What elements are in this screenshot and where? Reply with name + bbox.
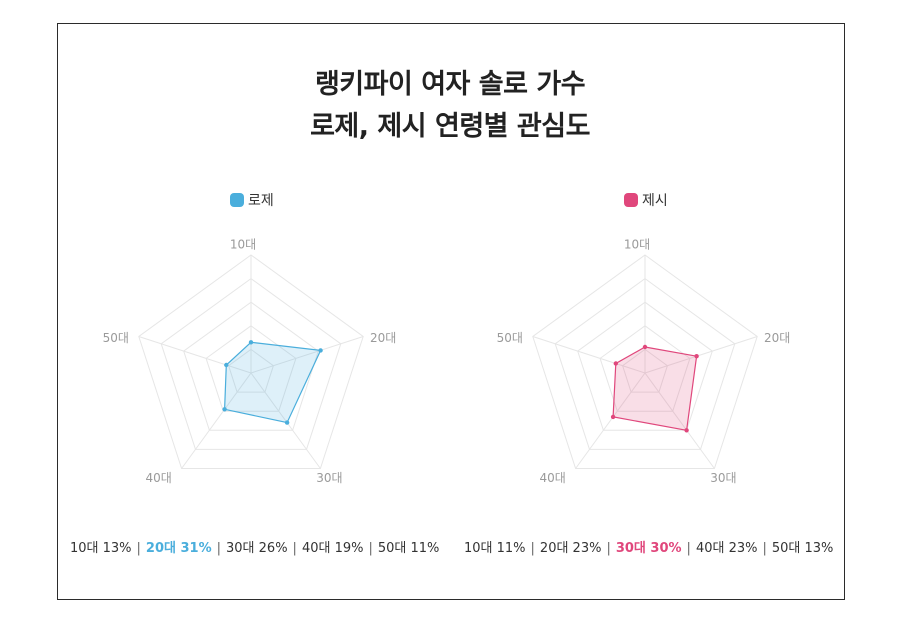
legend-swatch-rose [230, 193, 244, 207]
axis-label: 30대 [710, 471, 736, 485]
axis-label: 50대 [103, 331, 129, 345]
grid-ring [205, 325, 297, 412]
data-point [284, 420, 290, 425]
summary-separator: | [686, 541, 691, 556]
data-point [318, 348, 323, 353]
legend-swatch-jessi [624, 193, 638, 207]
axis-label: 10대 [624, 238, 650, 252]
summary-jessi: 10대 11% | 20대 23% | 30대 30% | 40대 23% | 50대 13% [464, 537, 833, 556]
legend-label-rose: 로제 [248, 193, 274, 209]
data-point [613, 361, 618, 366]
legend-label-jessi: 제시 [642, 193, 668, 209]
summary-separator: | [136, 541, 141, 556]
grid-spoke [532, 336, 646, 374]
grid-ring [160, 277, 342, 450]
summary-item: 50대 11% [377, 541, 440, 556]
grid-spoke [181, 372, 252, 469]
axis-label: 40대 [539, 471, 565, 485]
summary-item: 20대 31% [145, 541, 212, 556]
summary-item: 40대 19% [301, 541, 364, 556]
axis-label: 20대 [764, 331, 790, 345]
axis-label: 20대 [370, 331, 396, 345]
data-area [223, 341, 322, 424]
axis-label: 30대 [316, 471, 342, 485]
summary-separator: | [530, 541, 535, 556]
grid-spoke [250, 372, 321, 469]
grid-ring [183, 301, 319, 431]
summary-separator: | [606, 541, 611, 556]
chart-title-line1: 랭키파이 여자 솔로 가수 [314, 69, 586, 100]
chart-title-line2: 로제, 제시 연령별 관심도 [310, 111, 590, 142]
grid-ring [577, 301, 713, 431]
summary-item: 20대 23% [539, 541, 602, 556]
grid-spoke [644, 372, 715, 469]
data-point [224, 362, 229, 368]
summary-separator: | [292, 541, 297, 556]
data-point [642, 344, 648, 350]
summary-separator: | [762, 541, 767, 556]
summary-item: 10대 11% [464, 541, 526, 556]
grid-ring [138, 254, 364, 469]
axis-label: 50대 [497, 331, 523, 345]
axis-label: 10대 [230, 238, 256, 252]
summary-item: 50대 13% [771, 541, 834, 556]
axis-label: 40대 [145, 471, 171, 485]
grid-ring [532, 254, 758, 469]
radar-chart-rose: 10대 20대 30대 40대 50대 [103, 238, 397, 486]
data-point [248, 340, 254, 345]
grid-spoke [250, 336, 364, 374]
summary-item: 30대 26% [226, 541, 288, 556]
grid-spoke [644, 336, 758, 374]
data-point [610, 414, 616, 420]
data-point [694, 354, 699, 359]
summary-separator: | [368, 541, 373, 556]
data-point [222, 407, 227, 412]
data-area [612, 346, 698, 432]
grid-spoke [138, 336, 252, 374]
summary-item: 40대 23% [695, 541, 758, 556]
summary-item: 10대 13% [70, 541, 132, 556]
summary-rose: 10대 13% | 20대 31% | 30대 26% | 40대 19% | 50대 11% [70, 537, 439, 556]
data-point [684, 428, 689, 433]
summary-item: 30대 30% [615, 541, 682, 556]
grid-ring [228, 348, 274, 393]
radar-chart-jessi: 10대 20대 30대 40대 50대 [497, 238, 791, 486]
grid-ring [554, 277, 736, 450]
grid-ring [622, 348, 668, 393]
legend-jessi: 제시 [624, 190, 668, 210]
grid-spoke [575, 372, 646, 469]
grid-ring [599, 325, 691, 412]
summary-separator: | [216, 541, 222, 556]
chart-frame [57, 23, 845, 600]
legend-rose: 로제 [230, 190, 274, 210]
